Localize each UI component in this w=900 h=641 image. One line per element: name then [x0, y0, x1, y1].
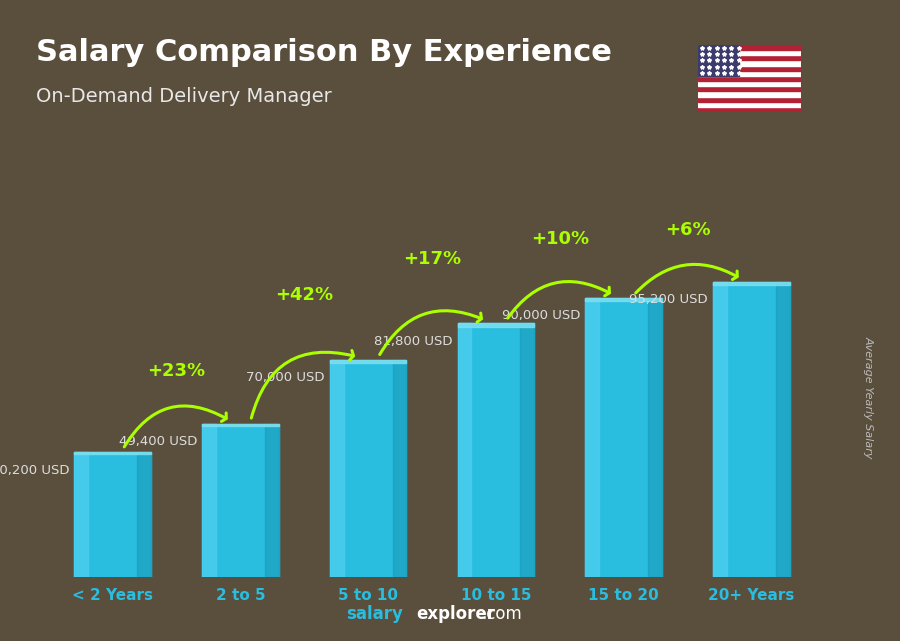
Bar	[713, 282, 727, 577]
Bar	[698, 97, 801, 102]
Bar	[698, 45, 739, 76]
Bar	[585, 298, 662, 577]
Text: 95,200 USD: 95,200 USD	[629, 293, 708, 306]
Bar	[202, 424, 279, 577]
Bar	[698, 65, 801, 71]
Text: Average Yearly Salary: Average Yearly Salary	[863, 336, 874, 459]
Bar	[698, 55, 801, 60]
Bar	[202, 424, 279, 426]
Text: Salary Comparison By Experience: Salary Comparison By Experience	[36, 38, 612, 67]
Bar	[75, 453, 151, 577]
Text: 70,000 USD: 70,000 USD	[247, 371, 325, 384]
Bar	[713, 282, 789, 285]
Bar	[698, 87, 801, 92]
Bar	[698, 102, 801, 107]
Text: +6%: +6%	[665, 221, 710, 238]
Bar	[520, 324, 535, 577]
Bar	[585, 298, 599, 577]
Bar	[329, 360, 407, 363]
Text: 90,000 USD: 90,000 USD	[502, 309, 580, 322]
Bar	[392, 360, 407, 577]
Text: .com: .com	[482, 605, 522, 623]
Bar	[457, 324, 535, 326]
Text: salary: salary	[346, 605, 403, 623]
Text: explorer: explorer	[417, 605, 496, 623]
Text: 81,800 USD: 81,800 USD	[374, 335, 453, 347]
Bar	[648, 298, 662, 577]
Text: +23%: +23%	[148, 362, 205, 381]
Bar	[698, 107, 801, 112]
Bar	[457, 324, 472, 577]
Bar	[698, 92, 801, 97]
Bar	[75, 453, 151, 454]
Bar	[698, 81, 801, 87]
Bar	[265, 424, 279, 577]
Bar	[698, 45, 801, 50]
Bar	[457, 324, 535, 577]
Text: +17%: +17%	[403, 250, 461, 268]
Bar	[75, 453, 88, 577]
Text: +42%: +42%	[275, 287, 333, 304]
Bar	[698, 60, 801, 65]
Text: 49,400 USD: 49,400 USD	[119, 435, 197, 448]
Text: On-Demand Delivery Manager: On-Demand Delivery Manager	[36, 87, 332, 106]
Bar	[698, 50, 801, 55]
Bar	[329, 360, 344, 577]
Bar	[329, 360, 407, 577]
Bar	[776, 282, 789, 577]
Bar	[585, 298, 662, 301]
Text: 40,200 USD: 40,200 USD	[0, 463, 69, 476]
Bar	[698, 71, 801, 76]
Bar	[698, 76, 801, 81]
Text: +10%: +10%	[531, 231, 589, 249]
Bar	[202, 424, 216, 577]
Bar	[137, 453, 151, 577]
Bar	[713, 282, 789, 577]
